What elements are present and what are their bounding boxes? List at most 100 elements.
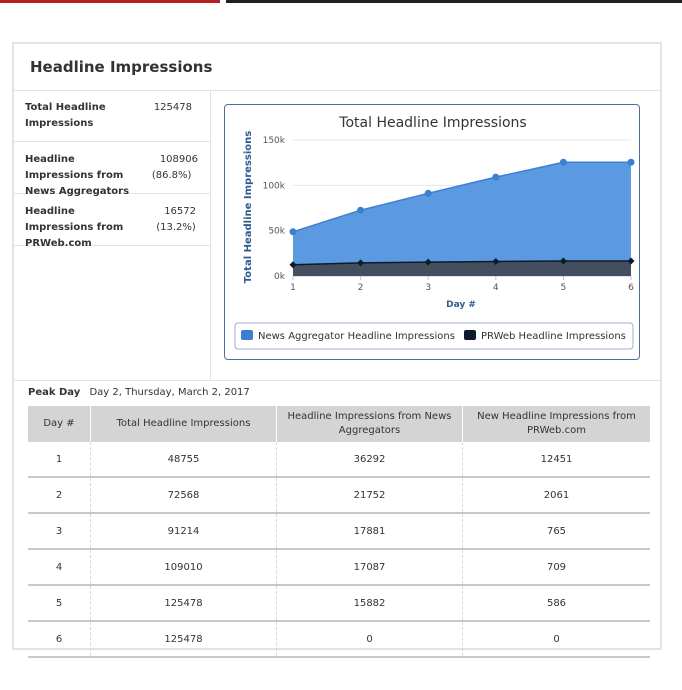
stat-news-aggregators: Headline Impressions from News Aggregato…	[14, 142, 210, 197]
stat-number: 108906	[159, 154, 198, 165]
table-cell: 109010	[90, 549, 277, 586]
table-cell: 709	[462, 549, 650, 586]
headline-impressions-panel: Headline Impressions Total Headline Impr…	[12, 42, 662, 658]
y-tick-label: 150k	[263, 136, 286, 146]
peak-day-label: Peak Day	[28, 387, 81, 398]
x-tick-label: 6	[628, 283, 634, 293]
table-cell: 91214	[90, 513, 277, 550]
table-cell: 4	[28, 549, 91, 586]
table-cell: 586	[462, 585, 650, 622]
table-cell: 48755	[90, 442, 277, 478]
stat-percent: (86.8%)	[151, 170, 192, 181]
y-tick-label: 0k	[274, 272, 286, 282]
peak-day-value: Day 2, Thursday, March 2, 2017	[89, 387, 250, 398]
data-point[interactable]	[492, 258, 500, 266]
stat-label: Headline Impressions from News Aggregato…	[25, 154, 130, 197]
x-tick-label: 3	[425, 283, 431, 293]
y-tick-label: 100k	[263, 181, 286, 191]
line-series-1	[292, 260, 631, 266]
data-point[interactable]	[559, 158, 567, 166]
table-row: 5 125478 15882 586	[28, 585, 650, 622]
stat-label: Headline Impressions from PRWeb.com	[25, 206, 124, 249]
impressions-table: Day # Total Headline Impressions Headlin…	[28, 406, 650, 658]
area-chart: Total Headline Impressions Total Headlin…	[224, 104, 640, 360]
table-cell: 1	[28, 442, 91, 478]
table-cell: 15882	[276, 585, 463, 622]
stat-number: 125478	[153, 102, 192, 113]
table-body: 1 48755 36292 12451 2 72568 21752 2061 3 91214 178…	[28, 442, 650, 658]
table-cell: 36292	[276, 442, 463, 478]
table-cell: 2	[28, 477, 91, 514]
table-cell: 12451	[462, 442, 650, 478]
data-point[interactable]	[289, 228, 297, 236]
data-point[interactable]	[289, 261, 297, 269]
panel-title: Headline Impressions	[30, 58, 213, 76]
top-accent-bar	[0, 0, 220, 3]
table-row: 2 72568 21752 2061	[28, 477, 650, 514]
legend-swatch[interactable]	[241, 330, 253, 340]
stat-value: 108906 (86.8%)	[152, 152, 198, 184]
table-cell: 72568	[90, 477, 277, 514]
x-tick-label: 4	[493, 283, 499, 293]
chart-areas	[292, 161, 631, 276]
data-point[interactable]	[357, 259, 365, 267]
x-tick-label: 2	[358, 283, 364, 293]
table-row: 1 48755 36292 12451	[28, 442, 650, 478]
table-cell: 125478	[90, 621, 277, 658]
stat-total: Total Headline Impressions 125478	[14, 90, 210, 142]
table-cell: 17087	[276, 549, 463, 586]
section-divider	[14, 380, 660, 381]
y-axis-label: Total Headline Impressions	[243, 131, 254, 283]
top-dark-bar	[226, 0, 682, 3]
data-point[interactable]	[424, 189, 432, 197]
table-cell: 765	[462, 513, 650, 550]
stat-value: 125478	[154, 100, 192, 116]
data-point[interactable]	[627, 257, 635, 265]
stat-value: 16572 (13.2%)	[156, 204, 196, 236]
legend-item-news-aggregator[interactable]: News Aggregator Headline Impressions	[258, 331, 455, 342]
stat-number: 16572	[164, 206, 196, 217]
column-header: New Headline Impressions from PRWeb.com	[462, 406, 650, 442]
table-row: 6 125478 0 0	[28, 621, 650, 658]
data-point[interactable]	[559, 257, 567, 265]
data-point[interactable]	[424, 258, 432, 266]
stat-percent: (13.2%)	[156, 222, 196, 233]
area-chart-svg: Total Headline Impressions Total Headlin…	[234, 115, 635, 350]
table-cell: 21752	[276, 477, 463, 514]
y-tick-label: 50k	[268, 227, 285, 237]
x-axis-label: Day #	[446, 300, 476, 310]
column-header: Day #	[28, 406, 91, 442]
chart-ticks: 0k 50k 100k 150k 1 2 3 4 5 6	[263, 136, 635, 293]
stat-prweb: Headline Impressions from PRWeb.com 1657…	[14, 194, 210, 249]
data-point[interactable]	[492, 173, 500, 181]
table-cell: 17881	[276, 513, 463, 550]
table-header-row: Day # Total Headline Impressions Headlin…	[28, 406, 650, 442]
table-row: 3 91214 17881 765	[28, 513, 650, 550]
data-point[interactable]	[627, 158, 635, 166]
table-cell: 2061	[462, 477, 650, 514]
x-tick-label: 5	[561, 283, 567, 293]
x-tick-label: 1	[290, 283, 296, 293]
legend-swatch[interactable]	[464, 330, 476, 340]
column-header: Total Headline Impressions	[90, 406, 277, 442]
data-point[interactable]	[357, 206, 365, 214]
area-series-0	[293, 162, 631, 276]
line-series-0	[292, 161, 631, 233]
chart-title: Total Headline Impressions	[338, 115, 526, 131]
table-cell: 5	[28, 585, 91, 622]
stat-label: Total Headline Impressions	[25, 102, 106, 129]
table-cell: 6	[28, 621, 91, 658]
stats-column: Total Headline Impressions 125478 Headli…	[14, 90, 211, 380]
column-header: Headline Impressions from News Aggregato…	[276, 406, 463, 442]
table-cell: 0	[462, 621, 650, 658]
table-row: 4 109010 17087 709	[28, 549, 650, 586]
peak-day: Peak Day Day 2, Thursday, March 2, 2017	[28, 387, 250, 398]
panel-header: Headline Impressions	[14, 44, 660, 91]
table-cell: 3	[28, 513, 91, 550]
area-series-1	[293, 260, 631, 276]
table-cell: 0	[276, 621, 463, 658]
legend-item-prweb[interactable]: PRWeb Headline Impressions	[481, 331, 626, 342]
legend-box	[234, 322, 634, 350]
chart-points	[289, 158, 635, 269]
table-cell: 125478	[90, 585, 277, 622]
